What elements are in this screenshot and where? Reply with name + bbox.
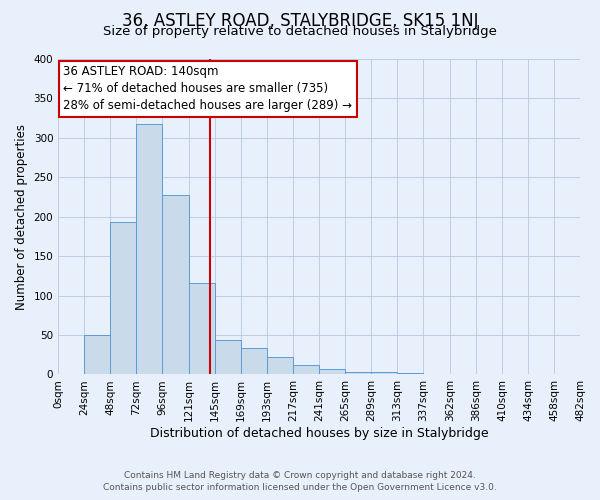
Text: 36, ASTLEY ROAD, STALYBRIDGE, SK15 1NJ: 36, ASTLEY ROAD, STALYBRIDGE, SK15 1NJ	[122, 12, 478, 30]
Y-axis label: Number of detached properties: Number of detached properties	[15, 124, 28, 310]
Bar	[293, 365, 319, 374]
X-axis label: Distribution of detached houses by size in Stalybridge: Distribution of detached houses by size …	[150, 427, 488, 440]
Bar	[371, 372, 397, 374]
Bar	[136, 124, 162, 374]
Bar	[319, 369, 345, 374]
Text: Size of property relative to detached houses in Stalybridge: Size of property relative to detached ho…	[103, 25, 497, 38]
Bar	[241, 348, 267, 374]
Bar	[267, 357, 293, 374]
Bar	[345, 372, 371, 374]
Bar	[189, 283, 215, 374]
Text: 36 ASTLEY ROAD: 140sqm
← 71% of detached houses are smaller (735)
28% of semi-de: 36 ASTLEY ROAD: 140sqm ← 71% of detached…	[64, 66, 352, 112]
Bar	[84, 335, 110, 374]
Bar	[110, 222, 136, 374]
Bar	[215, 340, 241, 374]
Bar	[162, 196, 189, 374]
Text: Contains HM Land Registry data © Crown copyright and database right 2024.
Contai: Contains HM Land Registry data © Crown c…	[103, 471, 497, 492]
Bar	[397, 373, 423, 374]
